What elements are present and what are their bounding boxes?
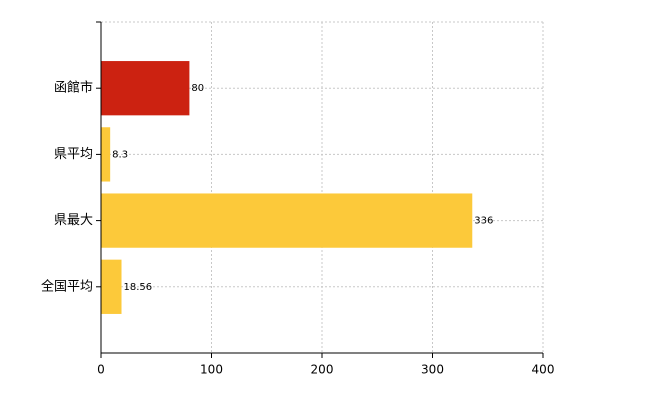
bar (101, 259, 122, 314)
x-tick-label: 100 (200, 363, 223, 377)
x-tick-label: 200 (311, 363, 334, 377)
data-label: 336 (474, 216, 493, 227)
y-tick-label: 函館市 (54, 80, 93, 96)
data-label: 80 (191, 83, 204, 94)
bar (101, 193, 473, 248)
data-label: 8.3 (112, 149, 128, 160)
bar (101, 127, 111, 182)
x-tick-label: 300 (421, 363, 444, 377)
bar (101, 61, 190, 116)
y-tick-label: 全国平均 (41, 278, 93, 294)
y-tick-label: 県平均 (54, 147, 93, 162)
x-tick-label: 0 (97, 363, 105, 377)
x-tick-label: 400 (532, 363, 555, 377)
y-tick-label: 県最大 (54, 213, 93, 228)
data-label: 18.56 (124, 282, 153, 293)
